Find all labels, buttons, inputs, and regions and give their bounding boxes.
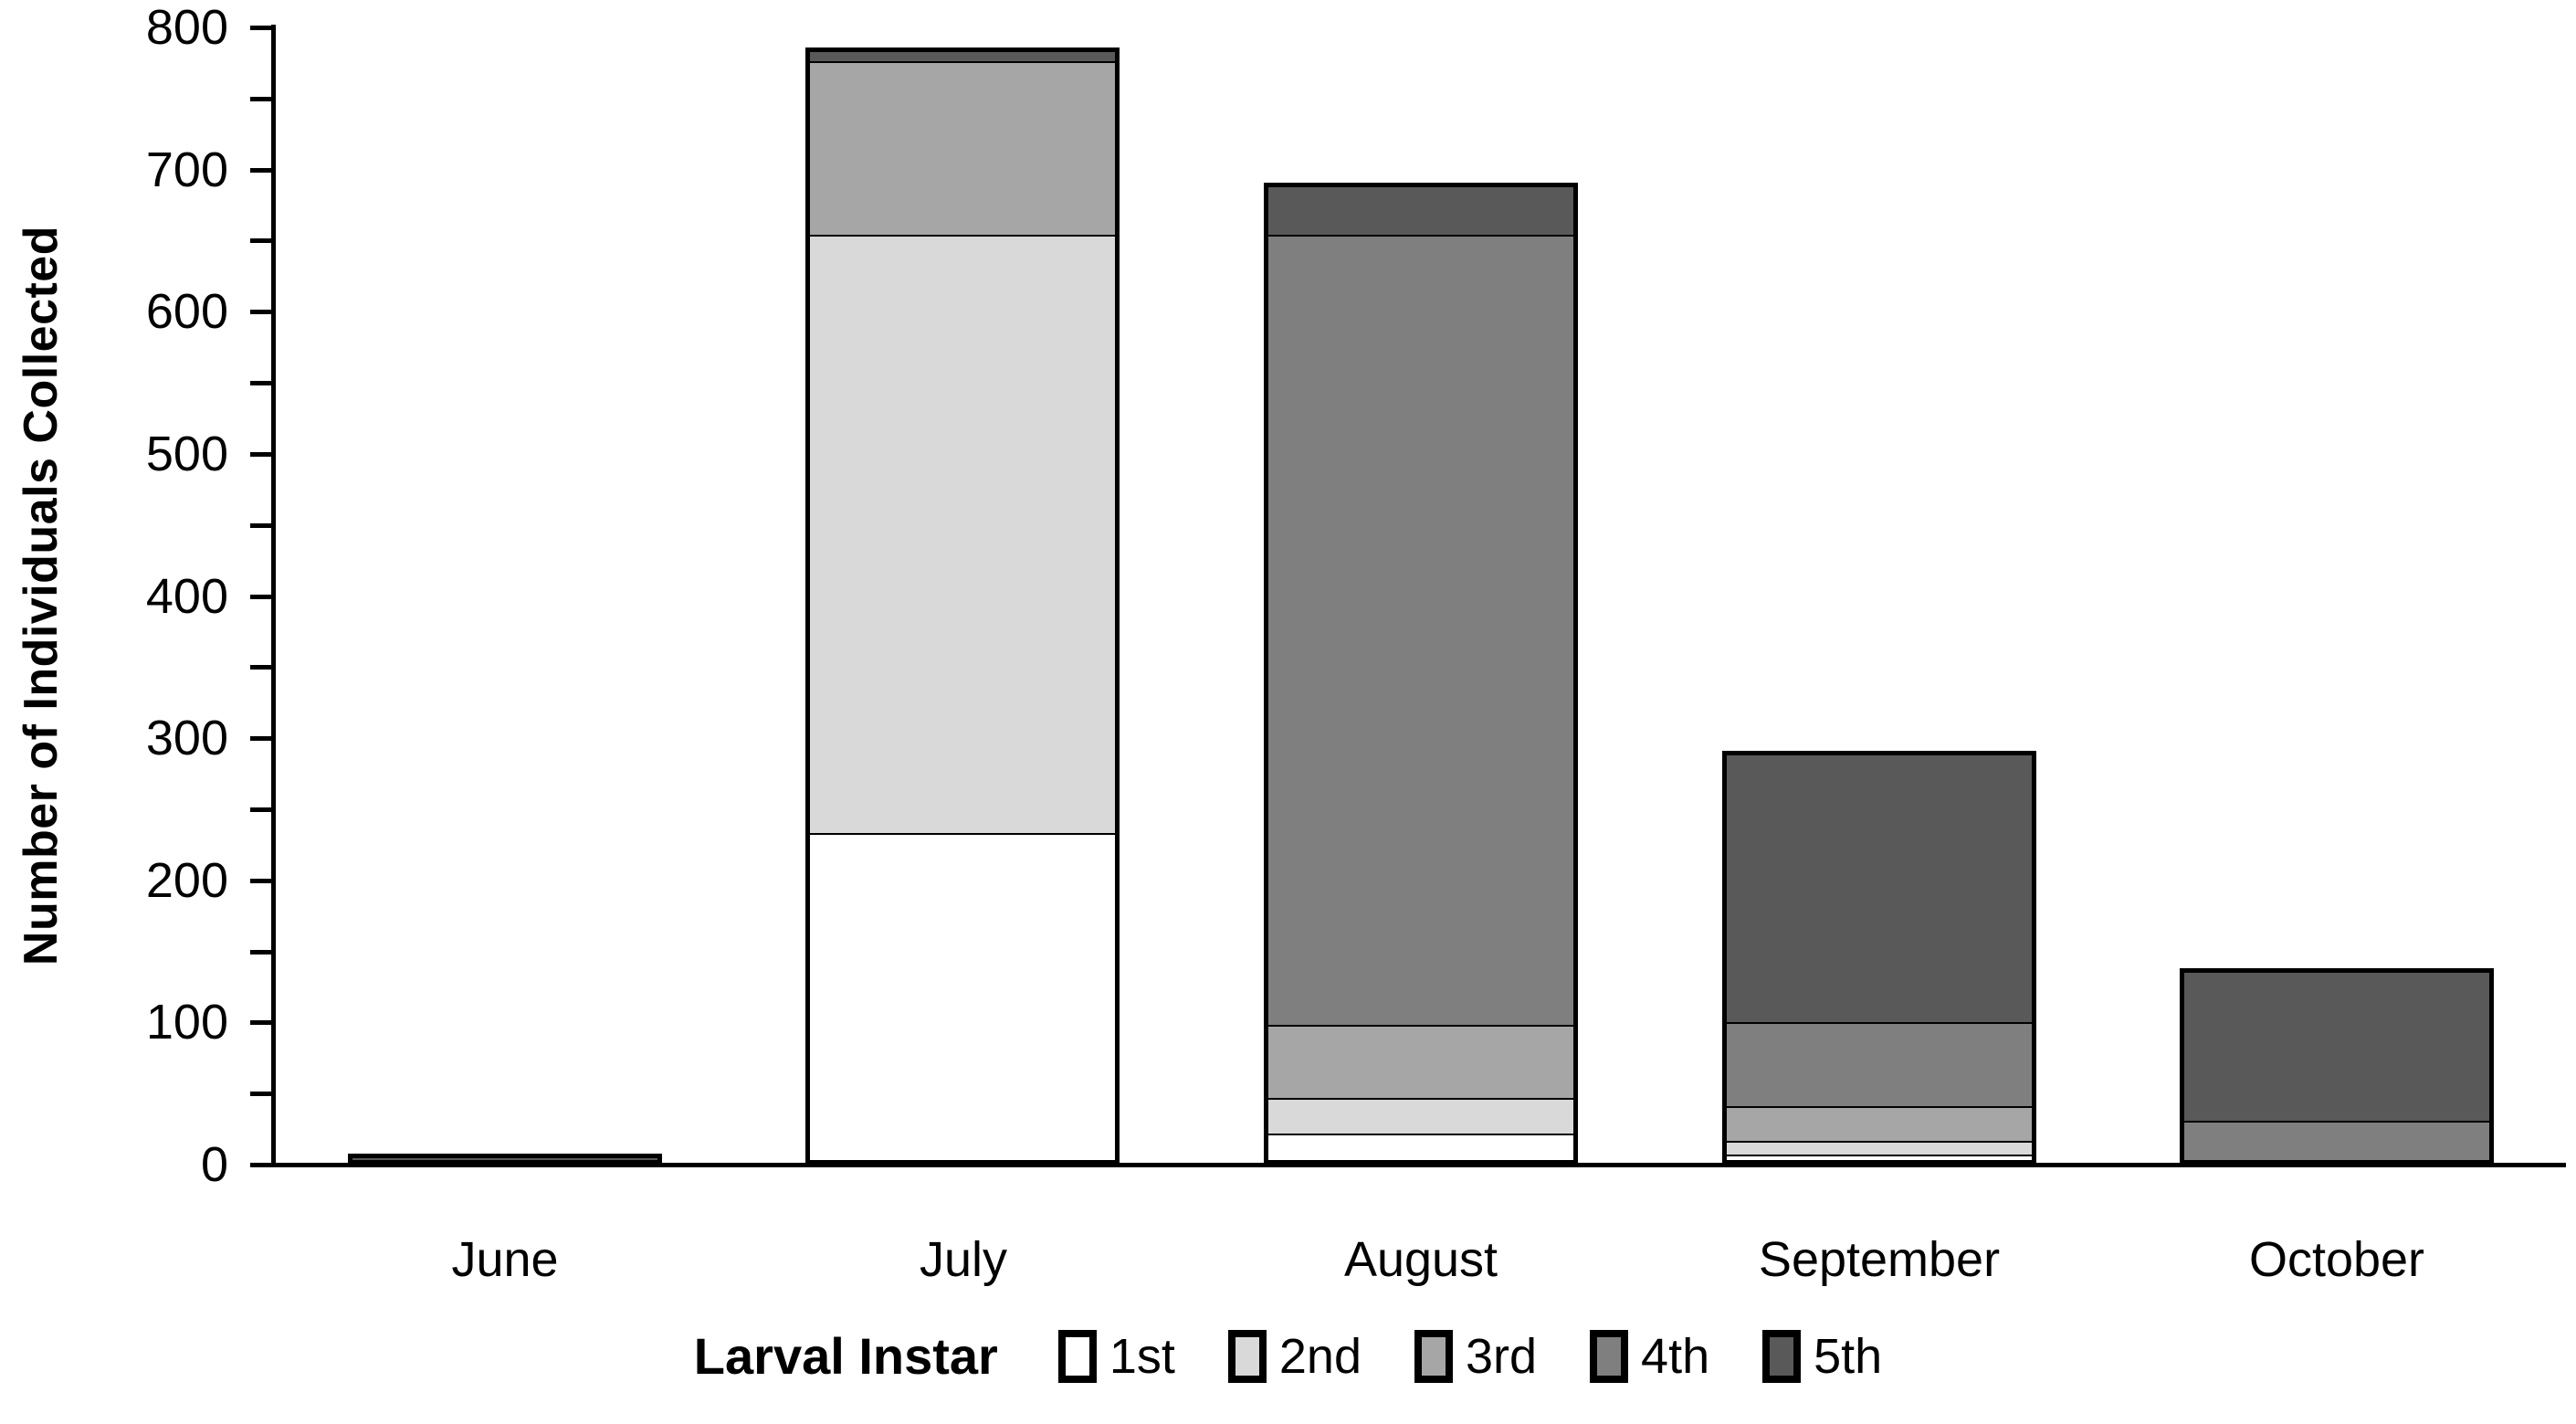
- legend-swatch-5th: [1762, 1329, 1802, 1383]
- y-tick-label: 600: [145, 284, 228, 340]
- legend-label-3rd: 3rd: [1466, 1328, 1538, 1384]
- legend-label-2nd: 2nd: [1278, 1328, 1362, 1384]
- legend-items: 1st 2nd 3rd 4th 5th: [1057, 1328, 1882, 1385]
- legend-label-5th: 5th: [1814, 1328, 1883, 1384]
- y-tick-label: 400: [145, 568, 228, 624]
- bar-september: [1722, 751, 2036, 1165]
- bar-segment-august-5th: [1268, 187, 1573, 235]
- y-axis-tick: [250, 381, 272, 386]
- y-axis-tick: [250, 522, 272, 528]
- legend-label-1st: 1st: [1109, 1328, 1175, 1384]
- bar-august: [1264, 183, 1578, 1165]
- x-label-september: September: [1758, 1232, 2001, 1287]
- y-tick-label: 100: [145, 995, 228, 1050]
- bar-segment-september-3rd: [1727, 1107, 2032, 1141]
- legend-swatch-4th: [1590, 1329, 1629, 1383]
- bar-segment-october-4th: [2184, 1116, 2489, 1160]
- legend: Larval Instar 1st 2nd 3rd 4th 5th: [0, 1326, 2576, 1386]
- y-axis-tick: [250, 1020, 272, 1026]
- y-axis-tick: [250, 26, 272, 30]
- y-axis-tick: [250, 949, 272, 955]
- legend-item-2nd: 2nd: [1227, 1328, 1362, 1385]
- y-axis-tick: [250, 665, 272, 670]
- x-label-june: June: [451, 1232, 559, 1287]
- y-axis-tick: [250, 96, 272, 101]
- legend-item-5th: 5th: [1762, 1328, 1882, 1385]
- bar-segment-august-2nd: [1268, 1098, 1573, 1134]
- y-axis-tick: [250, 238, 272, 244]
- y-axis-tick: [250, 1163, 272, 1167]
- y-tick-label: 700: [145, 142, 228, 197]
- y-tick-label: 300: [145, 711, 228, 766]
- bar-june: [348, 1154, 662, 1165]
- legend-item-3rd: 3rd: [1414, 1328, 1537, 1385]
- y-axis-tick: [250, 451, 272, 457]
- y-axis-tick: [250, 310, 272, 315]
- y-axis-line: [271, 25, 276, 1167]
- y-axis-tick: [250, 878, 272, 883]
- bar-segment-october-5th: [2184, 973, 2489, 1121]
- x-axis-line: [271, 1163, 2566, 1167]
- bar-segment-september-2nd: [1727, 1140, 2032, 1155]
- x-label-october: October: [2248, 1232, 2425, 1287]
- y-axis-tick: [250, 807, 272, 812]
- bar-segment-september-4th: [1727, 1022, 2032, 1106]
- y-tick-label: 200: [145, 852, 228, 908]
- y-tick-label: 500: [145, 426, 228, 481]
- legend-swatch-3rd: [1414, 1329, 1453, 1383]
- y-tick-label: 0: [200, 1137, 228, 1192]
- legend-label-4th: 4th: [1641, 1328, 1710, 1384]
- bar-segment-august-4th: [1268, 235, 1573, 1025]
- bar-segment-july-5th: [810, 52, 1115, 61]
- y-axis-tick: [250, 594, 272, 599]
- y-tick-label: 800: [145, 0, 228, 55]
- bar-segment-august-3rd: [1268, 1026, 1573, 1098]
- bar-segment-july-2nd: [810, 235, 1115, 833]
- bar-segment-july-1st: [810, 828, 1115, 1160]
- legend-item-4th: 4th: [1590, 1328, 1709, 1385]
- bar-july: [805, 47, 1120, 1165]
- bar-segment-july-3rd: [810, 61, 1115, 235]
- bar-october: [2180, 968, 2494, 1165]
- legend-title: Larval Instar: [693, 1327, 998, 1385]
- y-axis-tick: [250, 736, 272, 742]
- x-label-august: August: [1343, 1232, 1498, 1287]
- y-axis-tick: [250, 1092, 272, 1097]
- legend-item-1st: 1st: [1057, 1328, 1175, 1385]
- y-axis-tick: [250, 167, 272, 173]
- bar-segment-september-5th: [1727, 755, 2032, 1022]
- legend-swatch-2nd: [1227, 1329, 1267, 1383]
- x-label-july: July: [919, 1232, 1008, 1287]
- bar-segment-june-5th: [352, 1158, 657, 1160]
- legend-swatch-1st: [1057, 1329, 1097, 1383]
